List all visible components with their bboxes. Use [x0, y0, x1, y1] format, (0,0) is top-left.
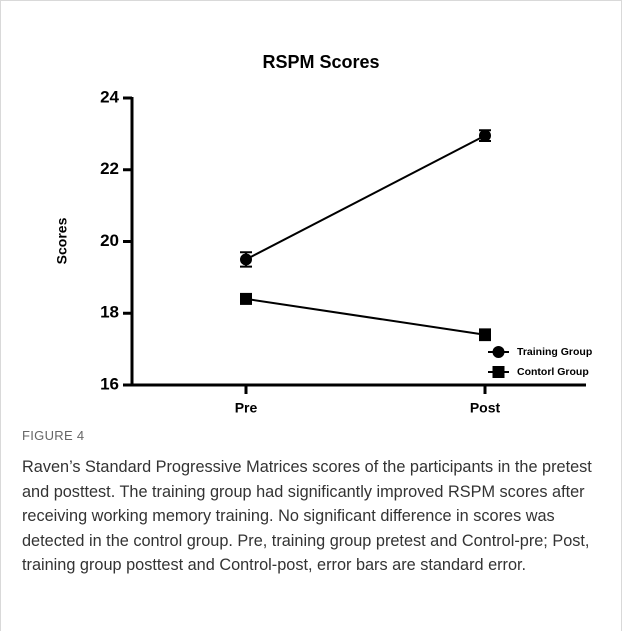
data-point [479, 129, 491, 142]
figure: RSPM Scores Scores 16 18 20 22 24 Pre Post Trai… [0, 0, 622, 631]
chart: RSPM Scores Scores 16 18 20 22 24 Pre Post Trai… [54, 52, 593, 416]
y-tick-label: 16 [100, 374, 119, 393]
legend-marker [492, 366, 505, 378]
caption-text: Raven’s Standard Progressive Matrices sc… [22, 458, 592, 574]
data-point [479, 328, 491, 341]
series-line [245, 297, 486, 336]
caption-label: FIGURE 4 [22, 428, 85, 443]
data-point [240, 253, 252, 266]
y-tick-label: 22 [100, 159, 119, 178]
legend-label: Contorl Group [517, 366, 589, 378]
x-tick-label: Pre [235, 400, 258, 416]
series-line [245, 134, 486, 261]
chart-title: RSPM Scores [262, 52, 379, 72]
y-tick-label: 20 [100, 231, 119, 250]
y-axis-label: Scores [54, 217, 70, 264]
legend-label: Training Group [517, 346, 592, 358]
data-point [240, 292, 252, 305]
y-tick-label: 18 [100, 303, 119, 322]
legend-marker [492, 346, 505, 358]
y-tick-label: 24 [100, 87, 119, 106]
x-tick-label: Post [470, 400, 501, 416]
